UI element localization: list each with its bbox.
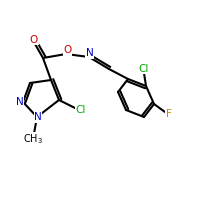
Text: N: N (34, 112, 42, 122)
Text: O: O (63, 45, 72, 55)
Text: O: O (30, 35, 38, 45)
Text: Cl: Cl (139, 64, 149, 74)
Text: N: N (86, 48, 93, 58)
Text: F: F (166, 109, 172, 119)
Text: Cl: Cl (76, 105, 86, 115)
Text: N: N (16, 97, 23, 107)
Text: CH$_3$: CH$_3$ (23, 132, 43, 146)
